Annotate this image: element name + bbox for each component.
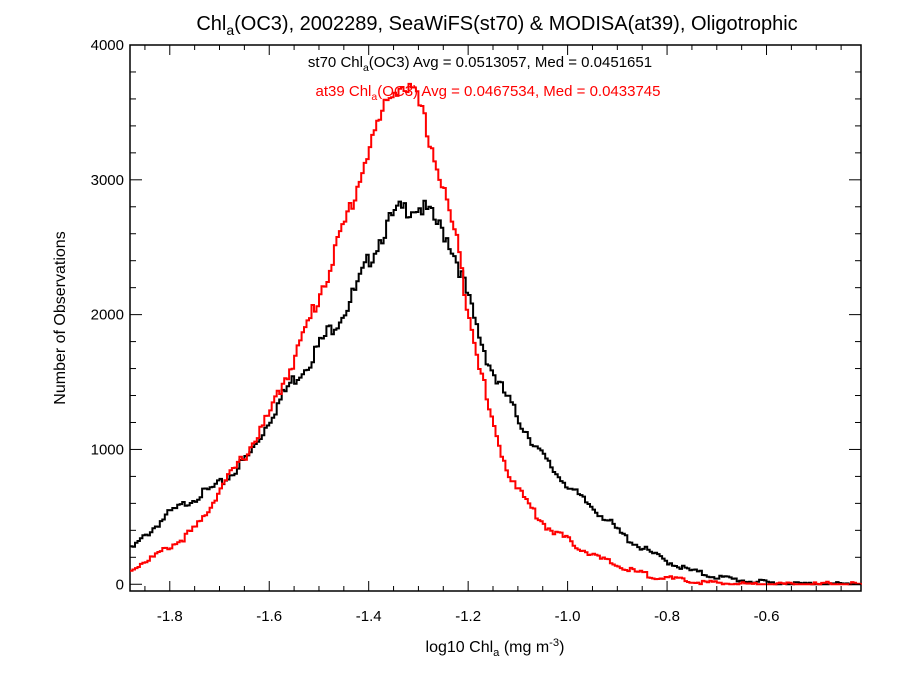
series-line-st70: [130, 199, 861, 586]
x-tick-label: -1.0: [555, 608, 581, 625]
legend-entry-st70: st70 Chla(OC3) Avg = 0.0513057, Med = 0.…: [308, 54, 652, 74]
series-line-at39: [130, 82, 862, 586]
chart-title: Chla(OC3), 2002289, SeaWiFS(st70) & MODI…: [196, 13, 797, 38]
x-tick-label: -1.2: [455, 608, 481, 625]
y-tick-label: 2000: [91, 307, 124, 324]
series-layer: [130, 82, 862, 586]
y-tick-label: 4000: [91, 37, 124, 54]
x-axis-label: log10 Chla (mg m-3): [426, 637, 565, 659]
legend-entry-at39: at39 Chla(OC3) Avg = 0.0467534, Med = 0.…: [316, 83, 661, 103]
tick-layer: -1.8 -1.6 -1.4 -1.2 -1.0 -0.8 -0.6 0 1000 2000 300…: [91, 37, 861, 625]
x-tick-label: -0.6: [754, 608, 780, 625]
x-tick-label: -1.6: [256, 608, 282, 625]
x-tick-label: -1.4: [356, 608, 382, 625]
y-tick-label: 3000: [91, 172, 124, 189]
x-tick-label: -0.8: [654, 608, 680, 625]
y-axis-label: Number of Observations: [52, 231, 69, 404]
series-at39: [130, 82, 862, 586]
x-tick-label: -1.8: [157, 608, 183, 625]
y-tick-label: 0: [116, 576, 124, 593]
plot-frame: [129, 44, 862, 592]
series-st70: [130, 199, 861, 586]
y-tick-label: 1000: [91, 441, 124, 458]
